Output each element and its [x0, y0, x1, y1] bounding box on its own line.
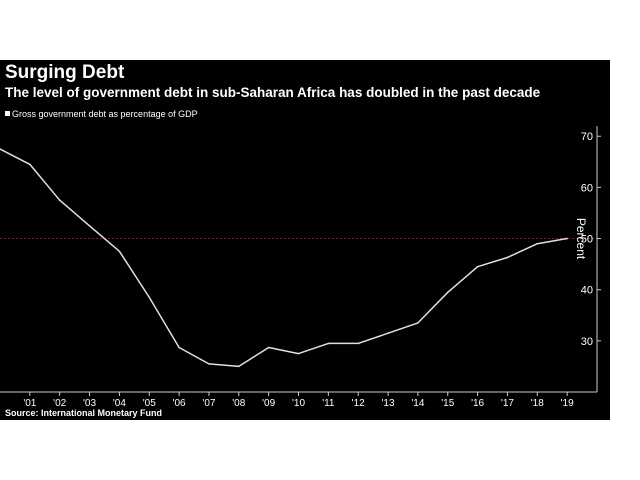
data-point	[446, 291, 449, 294]
x-tick-label: '10	[292, 398, 305, 409]
x-tick-label: '13	[382, 398, 395, 409]
data-point	[327, 342, 330, 345]
x-tick-label: '17	[501, 398, 514, 409]
data-point	[178, 346, 180, 349]
chart-subtitle: The level of government debt in sub-Saha…	[5, 85, 541, 100]
data-point	[238, 365, 240, 368]
source-note: Source: International Monetary Fund	[5, 408, 163, 418]
y-tick-label: 50	[581, 234, 593, 246]
x-tick-label: '19	[561, 398, 574, 409]
data-point	[506, 256, 509, 259]
x-tick-label: '07	[202, 398, 215, 409]
line-chart: '01 '02 '03 '04 '05 '06 '07 '08 '09 '10 '11 '12 '13 '…	[0, 126, 601, 409]
data-point	[387, 332, 389, 334]
data-point	[267, 346, 270, 349]
data-point	[29, 163, 31, 166]
legend-label: Gross government debt as percentage of G…	[12, 109, 198, 119]
data-point	[148, 296, 151, 299]
data-point	[417, 322, 419, 324]
y-tick-label: 70	[581, 131, 593, 143]
series-line	[0, 148, 568, 368]
chart-title: Surging Debt	[5, 62, 125, 83]
data-point	[208, 363, 210, 365]
x-tick-label: '04	[113, 398, 126, 409]
x-tick-label: '16	[471, 398, 484, 409]
data-point	[0, 148, 1, 150]
x-tick-label: '02	[53, 398, 66, 409]
x-tick-label: '09	[262, 398, 275, 409]
data-point	[536, 242, 539, 245]
data-point	[88, 224, 91, 227]
data-point	[118, 250, 121, 253]
x-tick-label: '11	[322, 398, 335, 409]
x-tick-label: '14	[411, 398, 424, 409]
legend: Gross government debt as percentage of G…	[5, 109, 198, 119]
x-tick-label: '06	[173, 398, 186, 409]
y-tick-label: 40	[581, 285, 593, 297]
data-point	[357, 342, 360, 345]
y-axis-label: Percent	[574, 218, 588, 260]
x-tick-label: '18	[531, 398, 544, 409]
chart-panel: '01 '02 '03 '04 '05 '06 '07 '08 '09 '10 '11 '12 '13 '…	[0, 60, 610, 420]
data-point	[566, 237, 568, 240]
x-tick-label: '05	[143, 398, 156, 409]
x-tick-label: '12	[352, 398, 365, 409]
x-tick-label: '03	[83, 398, 96, 409]
data-point	[476, 265, 479, 268]
y-tick-label: 30	[581, 336, 593, 348]
x-tick-label: '08	[232, 398, 245, 409]
data-point	[297, 352, 300, 355]
y-tick-label: 60	[581, 182, 593, 194]
data-point	[58, 199, 61, 201]
legend-swatch	[5, 111, 10, 116]
x-tick-label: '01	[23, 398, 36, 409]
x-tick-label: '15	[441, 398, 454, 409]
